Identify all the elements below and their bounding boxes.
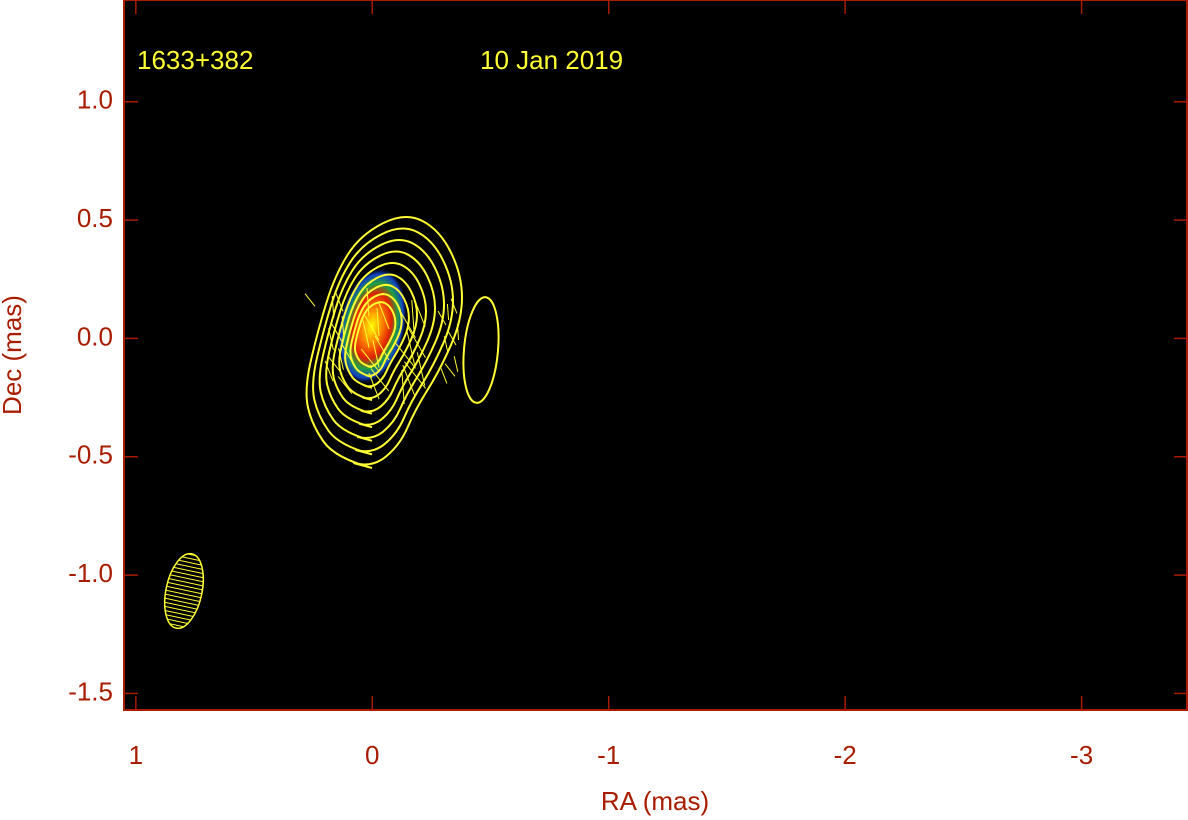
contour (344, 283, 410, 389)
vector (406, 332, 416, 366)
contour (331, 262, 428, 415)
contour (349, 293, 403, 378)
vector (401, 370, 405, 404)
vector (341, 315, 345, 339)
vector (411, 300, 415, 334)
vector (370, 368, 390, 392)
y-tick-label: 0.5 (77, 203, 113, 233)
contours (305, 216, 464, 469)
beam (163, 552, 205, 630)
vector (364, 315, 380, 341)
vector (450, 298, 458, 314)
vector (378, 302, 390, 330)
y-tick-label: -1.0 (68, 558, 113, 588)
vector (338, 348, 344, 370)
frame (123, 0, 1188, 711)
plot-area (124, 0, 1188, 710)
vector (372, 340, 380, 368)
source-name: 1633+382 (137, 45, 253, 75)
y-tick-label: 1.0 (77, 85, 113, 115)
y-tick-label: 0.0 (77, 321, 113, 351)
vector (394, 341, 416, 369)
x-tick-label: 1 (129, 740, 143, 770)
vector (341, 343, 353, 363)
vector (337, 376, 353, 394)
y-tick-label: -1.5 (68, 676, 113, 706)
vector (324, 360, 334, 382)
vector (328, 328, 334, 350)
contour (312, 227, 455, 456)
vector (362, 320, 370, 348)
vector (453, 356, 459, 372)
vector (404, 361, 426, 389)
vector (368, 372, 380, 400)
vector (376, 307, 380, 337)
contour (353, 301, 397, 369)
vector (447, 330, 457, 346)
y-axis-label: Dec (mas) (0, 295, 27, 415)
vector (360, 348, 380, 372)
vector (412, 294, 426, 328)
vector (374, 335, 390, 361)
vector (402, 364, 416, 398)
vector (444, 363, 456, 377)
vector (366, 287, 370, 317)
contour (338, 273, 419, 401)
vector (456, 323, 460, 341)
polarization-vectors (304, 287, 460, 404)
vector (440, 368, 448, 384)
y-tick-label: -0.5 (68, 440, 113, 470)
date: 10 Jan 2019 (480, 45, 623, 75)
vector (327, 356, 343, 374)
vector (408, 328, 426, 358)
contour (318, 239, 446, 442)
contour (305, 216, 464, 469)
x-tick-label: -3 (1070, 740, 1093, 770)
x-tick-label: -2 (834, 740, 857, 770)
vector (443, 336, 449, 352)
vector (334, 290, 344, 312)
vector (398, 308, 416, 338)
vector (437, 310, 447, 326)
vector (416, 352, 426, 386)
vector (331, 295, 335, 319)
x-tick-label: 0 (365, 740, 379, 770)
x-tick-label: -1 (597, 740, 620, 770)
x-axis-label: RA (mas) (601, 786, 709, 816)
vector (304, 293, 316, 307)
contour (325, 250, 437, 429)
contour (462, 296, 500, 404)
vector (446, 303, 450, 321)
vector (331, 323, 343, 343)
